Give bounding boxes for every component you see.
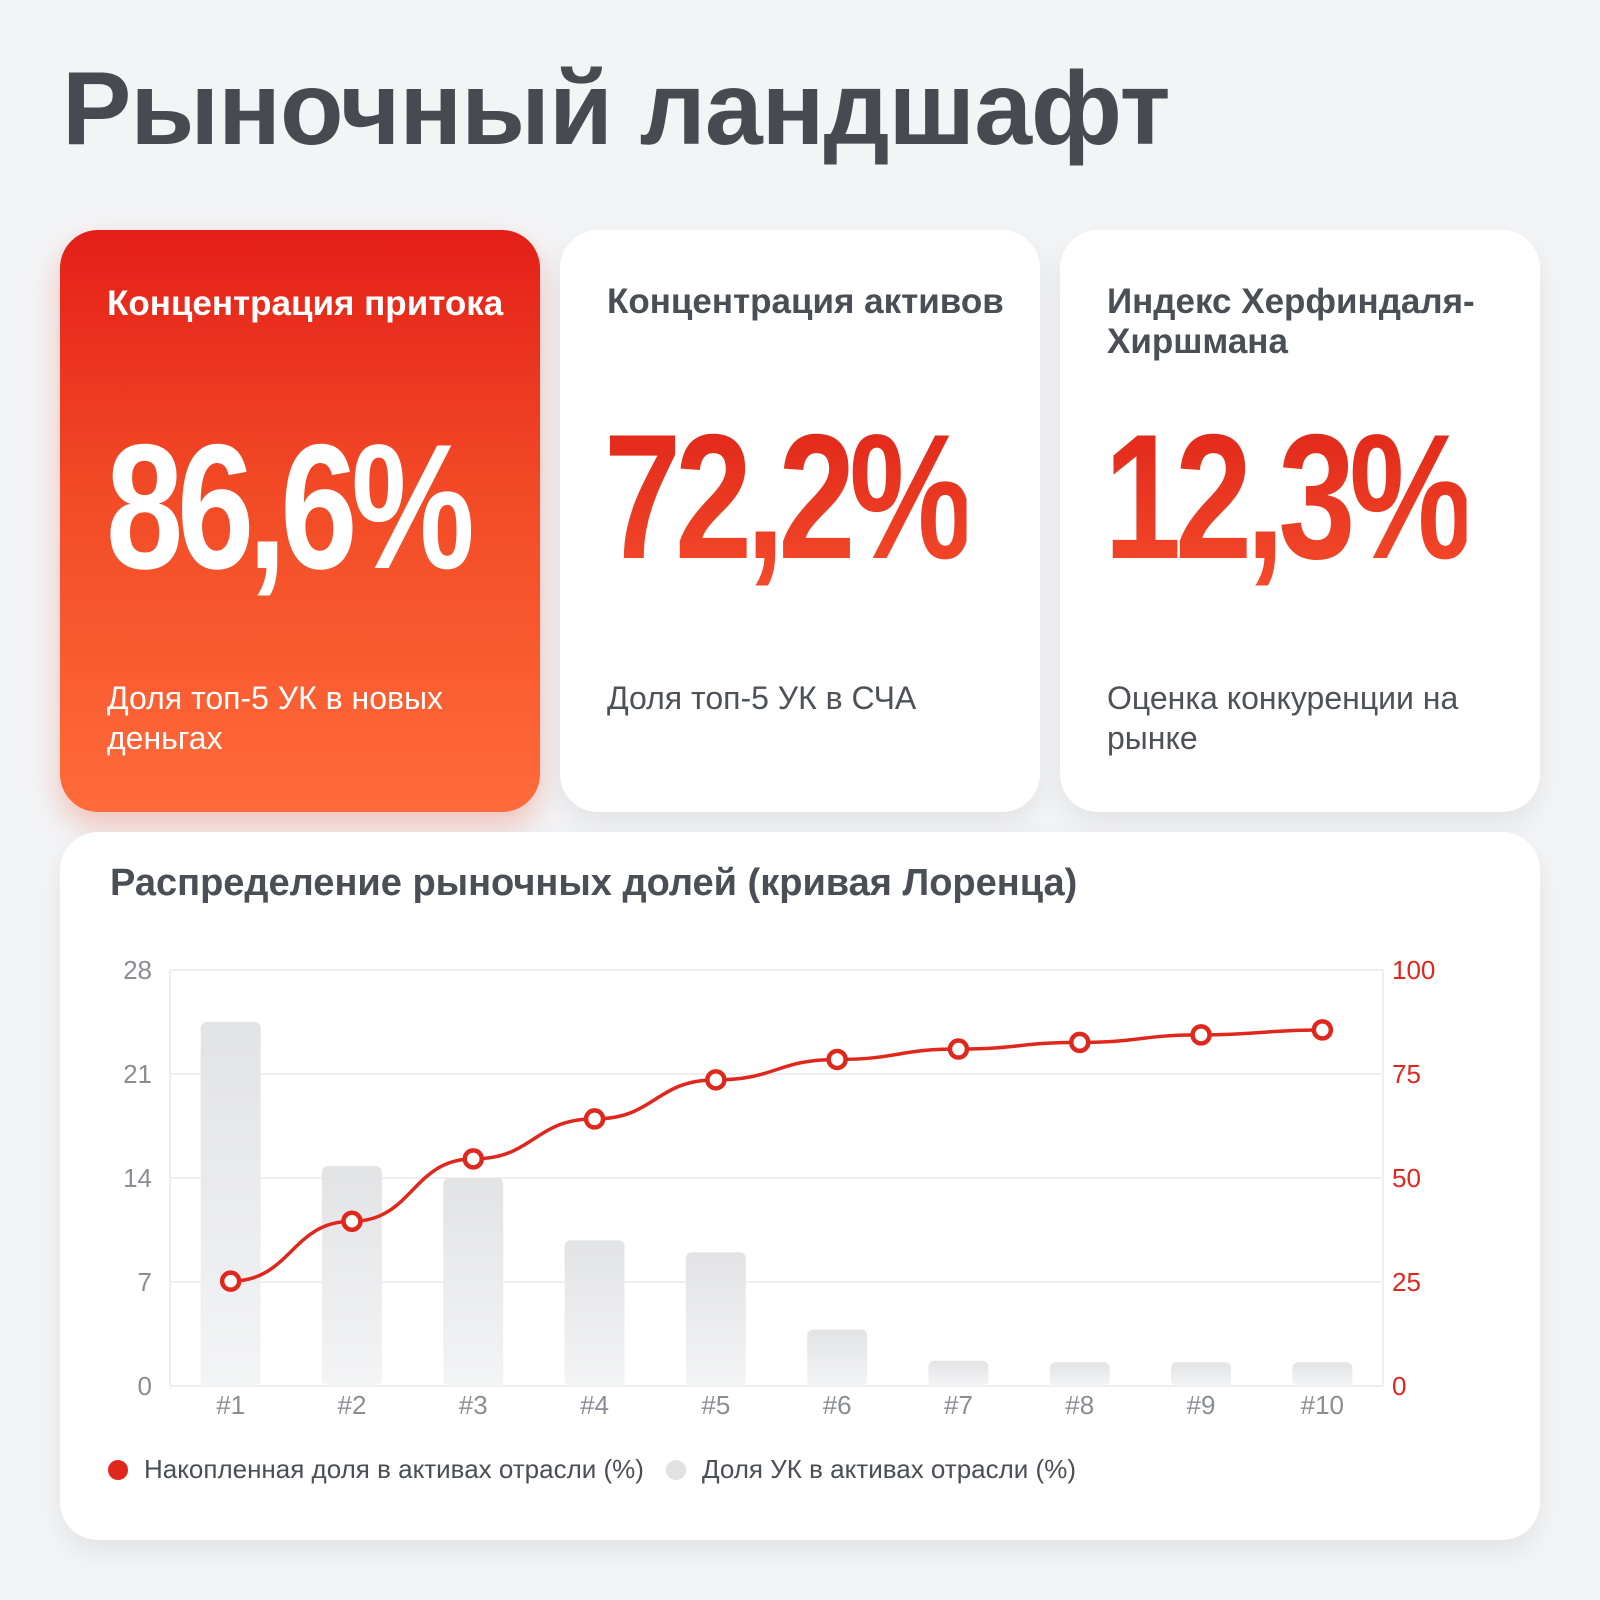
x-tick-label: #4 xyxy=(580,1390,609,1420)
card-value: 12,3% xyxy=(1104,397,1473,596)
card-subtitle: Доля топ-5 УК в СЧА xyxy=(607,680,917,716)
bar xyxy=(564,1240,625,1386)
line-point xyxy=(341,1210,363,1233)
bar xyxy=(685,1252,746,1386)
x-tick-label: #7 xyxy=(944,1390,973,1420)
y-right-tick-label: 25 xyxy=(1392,1267,1421,1297)
x-tick-label: #10 xyxy=(1301,1390,1344,1420)
line-point xyxy=(826,1048,848,1071)
y-right-tick-label: 100 xyxy=(1392,955,1435,985)
y-right-tick-label: 0 xyxy=(1392,1371,1406,1401)
lorenz-chart: 0 7 14 21 28 0 25 50 75 100 #1 #2 #3 #4 #5 #6 #7 #8 #9 #10 xyxy=(123,955,1435,1420)
x-tick-label: #2 xyxy=(337,1390,366,1420)
card-subtitle: Оценка конкуренции на рынке xyxy=(1107,680,1459,756)
page-title: Рыночный ландшафт xyxy=(62,51,1171,167)
metric-card-inflow-concentration: Концентрация притока 86,6% Доля топ-5 УК… xyxy=(60,230,540,812)
card-title: Индекс Херфиндаля-Хиршмана xyxy=(1107,282,1475,362)
legend-dot-red-icon xyxy=(108,1459,128,1480)
card-subtitle: Доля топ-5 УК в новых деньгах xyxy=(107,680,443,756)
card-value: 86,6% xyxy=(106,407,475,606)
line-point xyxy=(583,1108,606,1130)
line-point xyxy=(1069,1031,1091,1054)
chart-legend: Накопленная доля в активах отрасли (%) Д… xyxy=(108,1454,1098,1485)
line-point xyxy=(1190,1024,1212,1046)
line-point xyxy=(1311,1019,1334,1041)
x-tick-label: #5 xyxy=(701,1390,730,1420)
x-tick-label: #1 xyxy=(216,1390,245,1420)
line-point xyxy=(705,1069,727,1091)
legend-label: Доля УК в активах отрасли (%) xyxy=(701,1454,1076,1484)
line-point xyxy=(462,1148,484,1170)
legend-dot-gray-icon xyxy=(665,1459,686,1480)
card-title: Концентрация притока xyxy=(107,284,504,323)
y-left-tick-label: 14 xyxy=(123,1163,152,1193)
x-tick-label: #6 xyxy=(823,1390,852,1420)
card-title: Концентрация активов xyxy=(607,282,1004,321)
bar xyxy=(1049,1362,1110,1386)
legend-item-cumulative: Накопленная доля в активах отрасли (%) xyxy=(108,1454,644,1485)
y-left-tick-label: 21 xyxy=(123,1059,152,1089)
bar xyxy=(807,1329,868,1386)
line-point xyxy=(219,1270,242,1292)
bar xyxy=(443,1178,504,1386)
chart-card: Распределение рыночных долей (кривая Лор… xyxy=(60,832,1540,1540)
bar xyxy=(1171,1362,1232,1386)
y-left-tick-label: 0 xyxy=(138,1371,152,1401)
y-right-tick-label: 75 xyxy=(1392,1059,1421,1089)
card-value: 72,2% xyxy=(604,397,973,596)
bar xyxy=(200,1022,261,1386)
bar xyxy=(928,1360,989,1386)
x-tick-label: #9 xyxy=(1187,1390,1216,1420)
x-tick-label: #8 xyxy=(1065,1390,1094,1420)
cumulative-share-line xyxy=(230,1028,1323,1283)
bar xyxy=(321,1166,382,1386)
legend-item-share: Доля УК в активах отрасли (%) xyxy=(665,1454,1076,1485)
y-left-tick-label: 7 xyxy=(138,1267,152,1297)
line-point xyxy=(947,1038,970,1060)
metric-card-hhi: Индекс Херфиндаля-Хиршмана 12,3% Оценка … xyxy=(1060,230,1540,812)
y-left-tick-label: 28 xyxy=(123,955,152,985)
bar xyxy=(1292,1362,1353,1386)
legend-label: Накопленная доля в активах отрасли (%) xyxy=(144,1454,644,1484)
metric-card-asset-concentration: Концентрация активов 72,2% Доля топ-5 УК… xyxy=(560,230,1040,812)
y-right-tick-label: 50 xyxy=(1392,1163,1421,1193)
chart-title: Распределение рыночных долей (кривая Лор… xyxy=(110,862,1078,904)
x-tick-label: #3 xyxy=(459,1390,488,1420)
